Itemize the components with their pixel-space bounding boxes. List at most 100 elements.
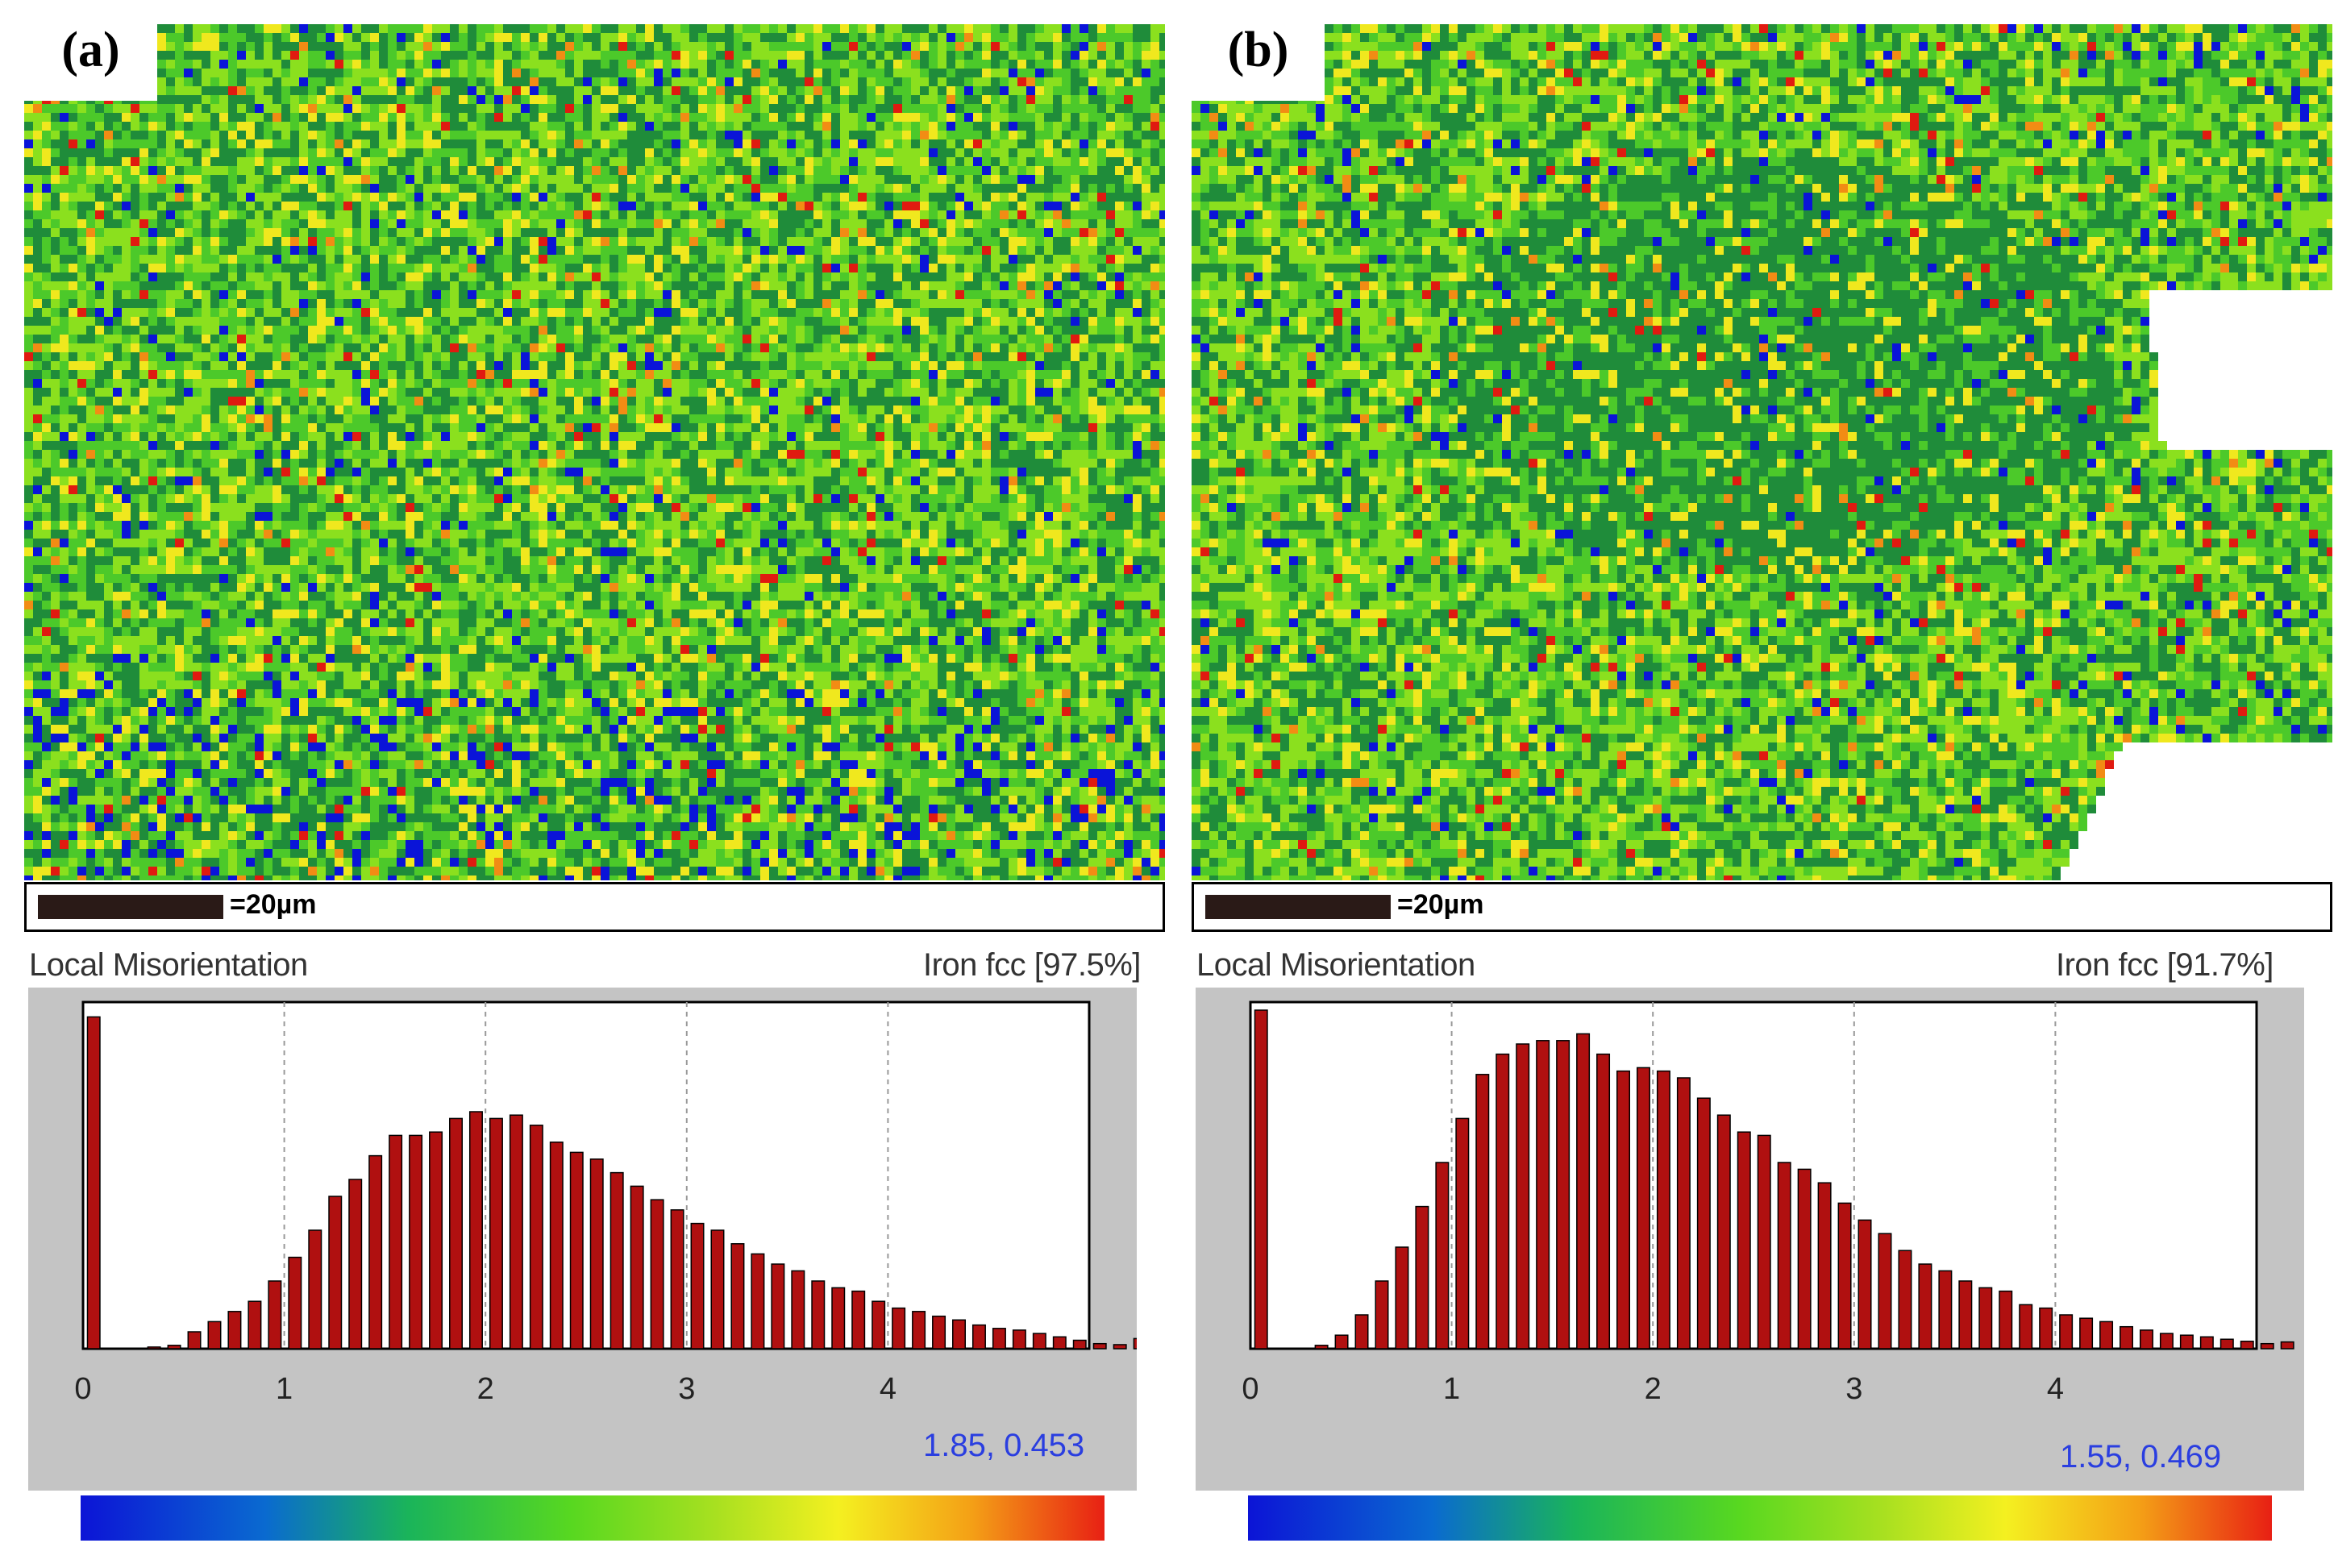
histogram-bar — [2179, 1334, 2194, 1350]
histogram-bar — [409, 1134, 423, 1350]
histogram-bar — [1656, 1070, 1670, 1350]
histogram-bar — [851, 1290, 866, 1350]
histogram-b: 0 1 2 3 4 1.55, 0.469 — [1196, 988, 2304, 1491]
histogram-bar — [1938, 1270, 1953, 1350]
histogram-bar — [1676, 1077, 1691, 1350]
histogram-bar — [2120, 1325, 2133, 1350]
histogram-bar — [549, 1142, 564, 1350]
histogram-bar — [1496, 1053, 1510, 1350]
map-texture — [1192, 24, 2332, 880]
histogram-bar — [1334, 1334, 1349, 1350]
histogram-bar — [1797, 1168, 1812, 1350]
histogram-bar — [751, 1253, 765, 1350]
histogram-bar — [368, 1154, 383, 1350]
histogram-bar — [2240, 1341, 2254, 1350]
histogram-bar — [167, 1345, 181, 1350]
histogram-bar — [912, 1311, 926, 1350]
histogram-bar — [771, 1263, 785, 1350]
histogram-bar — [1858, 1219, 1872, 1350]
histogram-bar — [1576, 1033, 1591, 1350]
histogram-bar — [609, 1171, 624, 1350]
histogram-bar — [630, 1185, 644, 1350]
histogram-bar — [2159, 1333, 2174, 1350]
histogram-bar — [1455, 1117, 1470, 1350]
histogram-bar — [288, 1256, 302, 1350]
histogram-bar — [1395, 1246, 1409, 1350]
histogram-bar — [268, 1280, 282, 1350]
histogram-bar — [2139, 1329, 2153, 1350]
histogram-bar — [2039, 1307, 2053, 1350]
histogram-stat-readout: 1.55, 0.469 — [2060, 1439, 2221, 1475]
histogram-bar — [1072, 1339, 1087, 1350]
histogram-bar — [147, 1346, 161, 1350]
histogram-bar — [1596, 1053, 1611, 1350]
x-tick-label: 2 — [477, 1372, 494, 1406]
histogram-bar — [791, 1270, 805, 1350]
histogram-bar — [2219, 1338, 2234, 1350]
histogram-a: 0 1 2 3 4 1.85, 0.453 — [28, 988, 1137, 1491]
histogram-bar — [2199, 1336, 2214, 1350]
histogram-bar — [389, 1134, 403, 1350]
histogram-bar — [1113, 1344, 1127, 1350]
histogram-bar — [86, 1016, 101, 1350]
histogram-chart-b: 0 1 2 3 4 — [1242, 1000, 2294, 1406]
panel-b: (b) =20µm Local Misorientation Iron fcc … — [1192, 0, 2336, 1568]
misorientation-map-b — [1192, 24, 2332, 880]
plot-area — [81, 1000, 1091, 1350]
histogram-bar — [892, 1307, 906, 1350]
histogram-bar — [1777, 1162, 1791, 1350]
histogram-bar — [2280, 1341, 2294, 1350]
histogram-bar — [468, 1111, 483, 1350]
histogram-bar — [429, 1131, 443, 1350]
x-tick-label: 3 — [678, 1372, 695, 1406]
histogram-phase-label: Iron fcc [97.5%] — [923, 947, 1141, 984]
histogram-phase-label: Iron fcc [91.7%] — [2056, 947, 2274, 984]
histogram-bar — [1133, 1337, 1137, 1350]
histogram-chart-a: 0 1 2 3 4 — [74, 1000, 1137, 1406]
x-tick-label: 2 — [1645, 1372, 1662, 1406]
scale-bar-b: =20µm — [1192, 882, 2332, 932]
histogram-bar — [650, 1199, 664, 1350]
histogram-bar — [1052, 1336, 1067, 1350]
histogram-bar — [1878, 1233, 1892, 1350]
histogram-bar — [730, 1243, 745, 1350]
histogram-bar — [187, 1331, 202, 1350]
histogram-bar — [1254, 1009, 1268, 1350]
histogram-bar — [1032, 1333, 1046, 1350]
color-scale-bar — [1248, 1495, 2272, 1541]
histogram-bar — [1092, 1342, 1107, 1350]
histogram-bar — [449, 1117, 463, 1350]
x-tick-label: 1 — [276, 1372, 293, 1406]
histogram-bar — [1012, 1329, 1026, 1350]
misorientation-map-a — [24, 24, 1165, 880]
map-texture — [24, 24, 1165, 880]
histogram-bar — [1978, 1287, 1993, 1350]
histogram-bar — [1918, 1263, 1932, 1350]
histogram-bar — [2260, 1342, 2274, 1350]
histogram-bar — [589, 1158, 604, 1350]
histogram-bar — [1817, 1182, 1832, 1350]
histogram-bar — [872, 1300, 886, 1350]
kam-map-a — [24, 24, 1165, 880]
histogram-bar — [1757, 1134, 1771, 1350]
histogram-bar — [2059, 1314, 2074, 1350]
histogram-stat-readout: 1.85, 0.453 — [923, 1428, 1084, 1464]
histogram-bar — [952, 1319, 966, 1350]
histogram-bar — [690, 1222, 705, 1350]
scale-bar-line — [1205, 895, 1391, 919]
histogram-bar — [569, 1151, 584, 1350]
kam-map-b — [1192, 24, 2332, 880]
histogram-bar — [308, 1229, 322, 1350]
histogram-bar — [2099, 1321, 2114, 1350]
histogram-bar — [348, 1179, 363, 1350]
x-tick-label: 4 — [2047, 1372, 2064, 1406]
x-tick-label: 1 — [1443, 1372, 1460, 1406]
histogram-bar — [1516, 1043, 1530, 1350]
histogram-bar — [1475, 1074, 1490, 1350]
histogram-bar — [670, 1209, 684, 1350]
histogram-bar — [248, 1300, 262, 1350]
histogram-bar — [932, 1315, 946, 1350]
histogram-bar — [2079, 1317, 2094, 1350]
x-tick-label: 3 — [1845, 1372, 1862, 1406]
histogram-bar — [227, 1311, 242, 1350]
